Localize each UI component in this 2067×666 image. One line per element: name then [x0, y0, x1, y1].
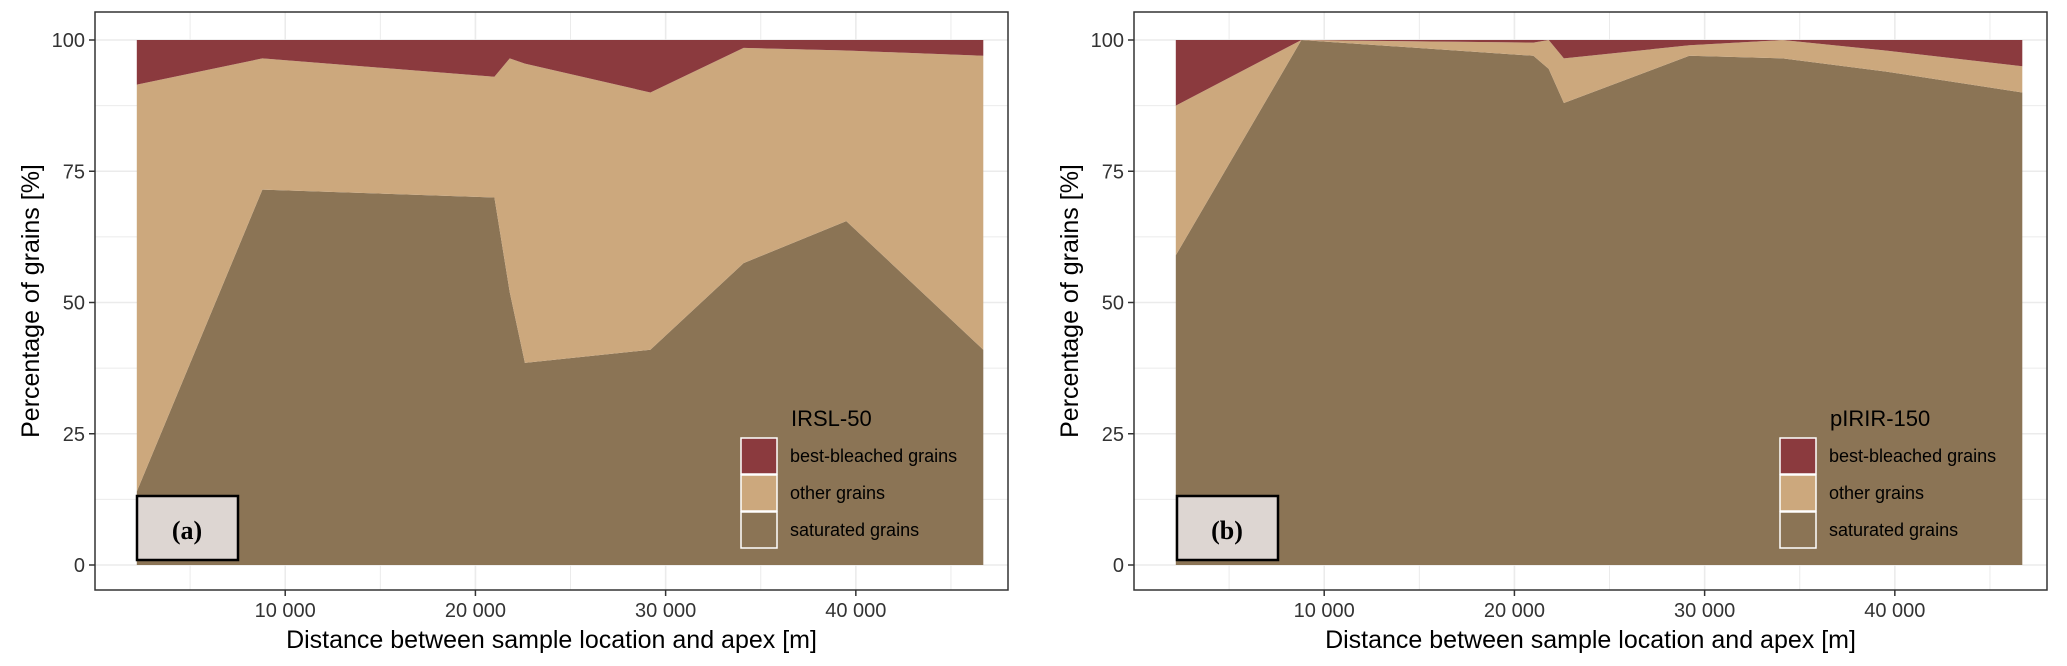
x-tick-label: 10 000 — [255, 600, 316, 622]
panel-tag-label: (b) — [1211, 516, 1243, 545]
legend-title: IRSL-50 — [791, 406, 872, 431]
panel-tag: (b) — [1177, 496, 1278, 560]
y-tick-label: 25 — [1102, 424, 1124, 446]
legend-key-saturated-grains — [1780, 512, 1816, 548]
y-axis-title: Percentage of grains [%] — [17, 164, 45, 438]
chart-panel-b: (b) pIRIR-150 best-bleached grains other gr… — [1056, 12, 2047, 654]
legend-key-other-grains — [1780, 475, 1816, 511]
chart-panel-a: (a) IRSL-50 best-bleached grains other grai… — [17, 12, 1008, 654]
y-axis: 0 25 50 75 100 — [52, 30, 95, 577]
legend-title: pIRIR-150 — [1830, 406, 1930, 431]
y-tick-label: 75 — [63, 161, 85, 183]
legend-label-saturated-grains: saturated grains — [1829, 520, 1958, 540]
y-axis-title: Percentage of grains [%] — [1056, 164, 1084, 438]
x-tick-label: 40 000 — [1864, 600, 1925, 622]
x-axis-title: Distance between sample location and ape… — [286, 626, 817, 654]
y-tick-label: 0 — [1113, 555, 1124, 577]
y-tick-label: 0 — [74, 555, 85, 577]
x-tick-label: 40 000 — [825, 600, 886, 622]
legend-key-other-grains — [741, 475, 777, 511]
legend-key-best-bleached-grains — [1780, 438, 1816, 474]
x-tick-label: 10 000 — [1294, 600, 1355, 622]
legend-label-other-grains: other grains — [790, 483, 885, 503]
x-axis: 10 000 20 000 30 000 40 000 — [255, 590, 887, 622]
legend-label-best-bleached-grains: best-bleached grains — [1829, 446, 1996, 466]
y-tick-label: 50 — [63, 293, 85, 315]
x-tick-label: 30 000 — [1674, 600, 1735, 622]
legend-label-best-bleached-grains: best-bleached grains — [790, 446, 957, 466]
y-tick-label: 25 — [63, 424, 85, 446]
legend-key-saturated-grains — [741, 512, 777, 548]
x-axis-title: Distance between sample location and ape… — [1325, 626, 1856, 654]
y-tick-label: 50 — [1102, 293, 1124, 315]
x-axis: 10 000 20 000 30 000 40 000 — [1294, 590, 1926, 622]
panel-tag: (a) — [137, 496, 238, 560]
panel-tag-label: (a) — [172, 516, 202, 545]
x-tick-label: 20 000 — [1484, 600, 1545, 622]
legend-label-saturated-grains: saturated grains — [790, 520, 919, 540]
y-tick-label: 100 — [1091, 30, 1124, 52]
y-axis: 0 25 50 75 100 — [1091, 30, 1134, 577]
x-tick-label: 20 000 — [445, 600, 506, 622]
x-tick-label: 30 000 — [635, 600, 696, 622]
y-tick-label: 75 — [1102, 161, 1124, 183]
legend-label-other-grains: other grains — [1829, 483, 1924, 503]
legend-key-best-bleached-grains — [741, 438, 777, 474]
y-tick-label: 100 — [52, 30, 85, 52]
